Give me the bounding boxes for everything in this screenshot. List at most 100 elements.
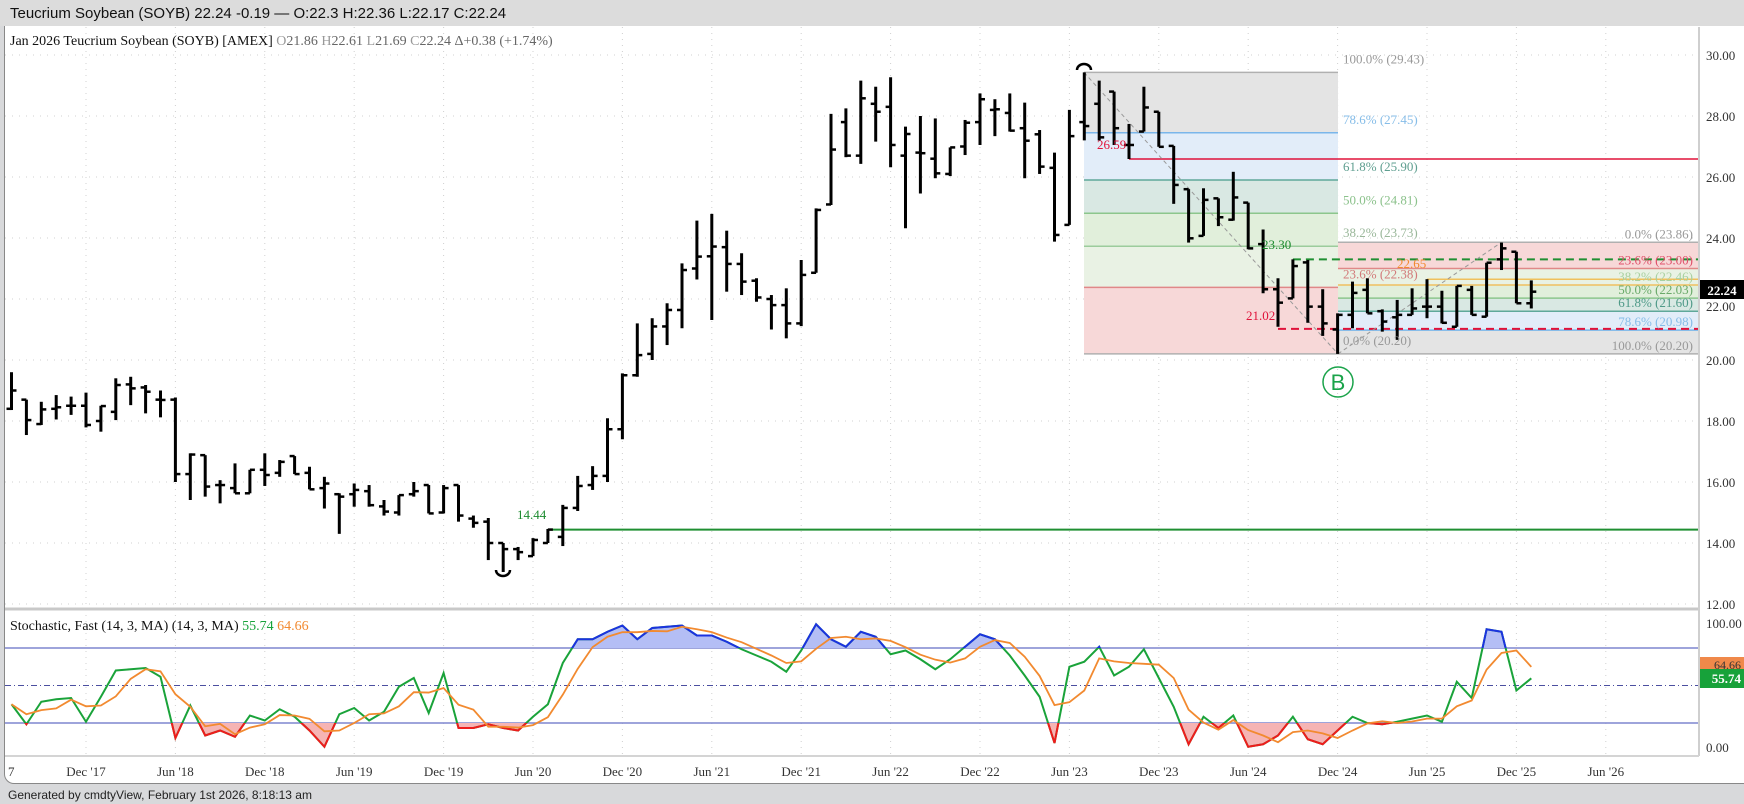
stoch-lines [10,622,1532,749]
fib1-band [1084,287,1338,354]
ohlc-bar [289,454,300,476]
ohlc-bar [766,295,777,330]
price-tick-label: 26.00 [1706,170,1735,185]
ohlc-bar [185,453,196,500]
time-tick-label: Dec '24 [1318,764,1358,779]
ohlc-bar [170,397,181,482]
ohlc-bar [617,373,628,440]
wave-circle-icon [1322,366,1354,398]
stoch-k-oversold-segment [24,723,1443,749]
price-tick-label: 22.00 [1706,299,1735,314]
ohlc-bar [215,480,226,504]
price-tick-label: 24.00 [1706,231,1735,246]
ohlc-bar [274,460,285,477]
window-title: Teucrium Soybean (SOYB) 22.24 -0.19 — O:… [10,5,507,22]
stoch-d-badge [1700,657,1744,672]
price-tick-label: 18.00 [1706,414,1735,429]
ohlc-bar [66,396,77,415]
swing-high-marker-icon [1075,62,1093,71]
ohlc-bar [632,323,643,377]
ohlc-bar [423,483,434,515]
ohlc-bar [1213,197,1224,227]
ohlc-bar [1049,152,1060,242]
ohlc-bar [200,453,211,497]
time-tick-label: Jun '20 [515,764,552,779]
last-price-value: 22.24 [1707,283,1737,298]
chart-frame [4,26,1744,784]
ohlc-bar [6,372,17,411]
time-tick-label: Dec '19 [424,764,464,779]
ohlc-bar [855,80,866,164]
ohlc-bar [1377,309,1388,332]
ohlc-bar [930,118,941,179]
fib1-level-label: 61.8% (25.90) [1343,159,1418,174]
fib1-labels: 100.0% (29.43) 78.6% (27.45) 61.8% (25.90)… [1343,51,1424,348]
ohlc-bar [95,404,106,432]
ohlc-bar [110,378,121,421]
fib1-band [1084,246,1338,288]
ohlc-bar [1481,261,1492,318]
stoch-axis-top: 100.00 [1706,616,1742,631]
price-tick-label: 30.00 [1706,48,1735,63]
fib2-level-label: 23.6% (23.00) [1618,253,1693,268]
time-tick-label: Jun '18 [157,764,194,779]
ohlc-bar [900,126,911,229]
ohlc-bar [1109,90,1120,145]
time-tick-label: Dec '21 [781,764,821,779]
ohlc-bar [1258,229,1269,294]
stoch-title: Stochastic, Fast (14, 3, MA) (14, 3, MA)… [10,619,309,634]
fib2-trend-line [1337,241,1502,355]
ohlc-bar [1302,259,1313,323]
ohlc-bar [1526,280,1537,309]
ohlc-bar [602,418,613,482]
ohlc-bar [557,504,568,547]
time-tick-label: Jun '23 [1051,764,1088,779]
fib1-level-label: 38.2% (23.73) [1343,225,1418,240]
ohlc-bar [960,119,971,156]
level-21-02-label: 21.02 [1246,308,1275,323]
window-title-bar: Teucrium Soybean (SOYB) 22.24 -0.19 — O:… [0,0,1744,26]
time-tick-label: Jun '24 [1230,764,1267,779]
last-price-badge [1700,280,1744,299]
ohlc-bar [51,395,62,420]
ohlc-bar [304,466,315,491]
ohlc-bar [1064,109,1075,227]
ohlc-bar [1138,86,1149,133]
price-tick-label: 16.00 [1706,475,1735,490]
oversold-fill [11,723,1532,747]
ohlc-bar [1287,259,1298,300]
wave-b-marker: B [1322,366,1354,398]
fib1-level-label: 23.6% (22.38) [1343,266,1418,281]
fib2-level-label: 0.0% (23.86) [1625,226,1693,241]
ohlc-bar [528,538,538,558]
time-tick-label: Dec '17 [66,764,106,779]
ohlc-bar [662,303,673,346]
ohlc-bar [989,99,1000,137]
fib1-level-label: 50.0% (24.81) [1343,192,1418,207]
ohlc-bar [1332,313,1343,354]
time-tick-label: Dec '20 [603,764,643,779]
time-axis: 7 Dec '17 Jun '18 Dec '18 Jun '19 Dec '19 Jun … [8,764,1625,779]
resistance-label: 26.59 [1097,137,1126,152]
price-tick-label: 14.00 [1706,536,1735,551]
fib2-level-label: 61.8% (21.60) [1618,295,1693,310]
trend-lines[interactable] [547,72,1699,531]
ohlc-bar [1094,80,1105,141]
ohlc-bar [736,253,747,296]
ohlc-bar [647,318,658,360]
ohlc-bar [21,398,32,436]
fib1-level-label: 0.0% (20.20) [1343,333,1411,348]
ohlc-bar [468,515,479,528]
ohlc-bar [1004,93,1015,132]
ohlc-bar [1496,242,1507,271]
support-label: 14.44 [517,507,547,522]
ohlc-bar [483,517,494,561]
ohlc-bar [1198,188,1209,238]
ohlc-bar [1273,278,1283,327]
ohlc-bar [334,492,345,534]
ohlc-bar [1511,250,1522,305]
ohlc-bar [721,230,732,292]
fibonacci-retracements[interactable] [1084,71,1699,355]
fib2-band [1338,242,1699,269]
